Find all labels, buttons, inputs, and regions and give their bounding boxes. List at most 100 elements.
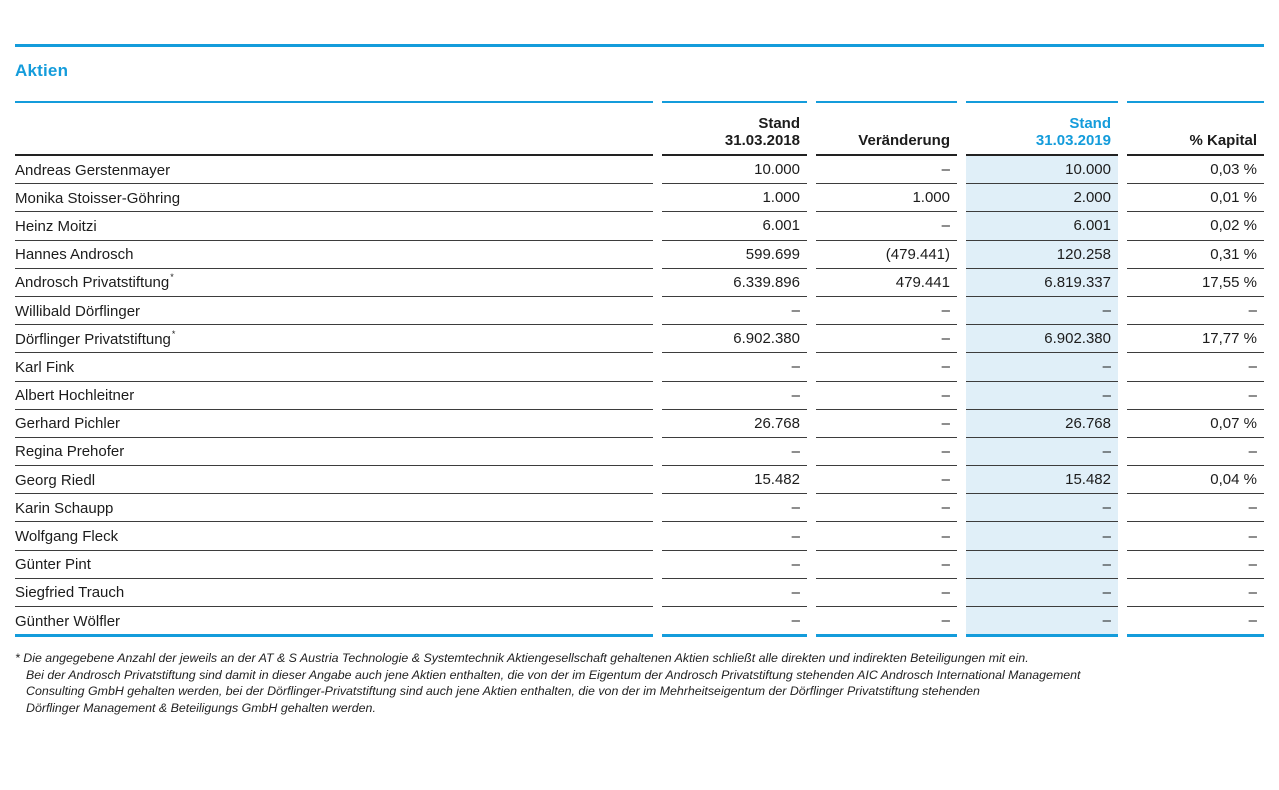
shareholder-name: Karl Fink — [15, 353, 653, 382]
stand-2018-value: 15.482 — [662, 466, 807, 495]
veraenderung-value: – — [816, 466, 957, 495]
stand-2019-value: – — [966, 578, 1118, 607]
table-row: Georg Riedl 15.482 – 15.482 0,04 % — [15, 466, 1264, 495]
kapital-value: 0,04 % — [1127, 466, 1264, 495]
veraenderung-value: – — [816, 297, 957, 326]
table-row: Hannes Androsch 599.699 (479.441) 120.25… — [15, 240, 1264, 269]
footnote: * Die angegebene Anzahl der jeweils an d… — [15, 650, 1264, 716]
shareholder-name: Wolfgang Fleck — [15, 522, 653, 551]
stand-2018-value: 6.902.380 — [662, 325, 807, 354]
table-body: Andreas Gerstenmayer 10.000 – 10.000 0,0… — [15, 156, 1264, 638]
stand-2018-value: 6.001 — [662, 212, 807, 241]
kapital-value: – — [1127, 522, 1264, 551]
veraenderung-value: (479.441) — [816, 241, 957, 269]
shareholder-name-text: Günther Wölfler — [15, 612, 121, 630]
kapital-value: – — [1127, 579, 1264, 607]
stand-2019-value: – — [966, 494, 1118, 523]
veraenderung-value: 479.441 — [816, 269, 957, 297]
veraenderung-value: – — [816, 410, 957, 438]
shareholder-name: Karin Schaupp — [15, 494, 653, 523]
stand-2018-value: – — [662, 607, 807, 638]
veraenderung-value: – — [816, 551, 957, 579]
stand-2019-value: 10.000 — [966, 156, 1118, 185]
veraenderung-value: 1.000 — [816, 184, 957, 213]
kapital-value: 17,55 % — [1127, 269, 1264, 297]
table-row: Siegfried Trauch – – – – — [15, 578, 1264, 607]
stand-2018-value: – — [662, 551, 807, 579]
shareholder-name-text: Monika Stoisser-Göhring — [15, 189, 181, 207]
kapital-value: – — [1127, 297, 1264, 326]
shareholder-name: Günter Pint — [15, 551, 653, 579]
kapital-value: – — [1127, 607, 1264, 638]
shareholder-name: Hannes Androsch — [15, 241, 653, 269]
section-divider-top — [15, 44, 1264, 47]
header-veraenderung: Veränderung — [816, 101, 957, 156]
shareholder-name: Günther Wölfler — [15, 607, 653, 638]
header-shareholder — [15, 101, 653, 156]
shareholder-name-text: Heinz Moitzi — [15, 217, 97, 235]
shareholdings-table: Stand 31.03.2018 Veränderung Stand 31.03… — [6, 101, 1273, 638]
stand-2019-value: 26.768 — [966, 409, 1118, 438]
kapital-value: – — [1127, 382, 1264, 410]
kapital-value: – — [1127, 494, 1264, 523]
stand-2018-value: – — [662, 522, 807, 551]
veraenderung-value: – — [816, 156, 957, 185]
stand-2018-value: 10.000 — [662, 156, 807, 185]
table-row: Regina Prehofer – – – – — [15, 437, 1264, 467]
table-row: Gerhard Pichler 26.768 – 26.768 0,07 % — [15, 409, 1264, 438]
header-stand-2019-line1: Stand — [1069, 115, 1111, 132]
stand-2019-value: 2.000 — [966, 184, 1118, 213]
veraenderung-value: – — [816, 607, 957, 638]
shareholder-name: Androsch Privatstiftung* — [15, 269, 653, 297]
stand-2019-value: – — [966, 607, 1118, 638]
stand-2019-value: – — [966, 353, 1118, 382]
kapital-value: 0,31 % — [1127, 241, 1264, 269]
shareholder-name-text: Georg Riedl — [15, 471, 96, 489]
stand-2019-value: – — [966, 522, 1118, 551]
table-row: Albert Hochleitner – – – – — [15, 381, 1264, 410]
kapital-value: 0,01 % — [1127, 184, 1264, 213]
footnote-line: Bei der Androsch Privatstiftung sind dam… — [26, 667, 1081, 682]
header-stand-2018-line2: 31.03.2018 — [724, 132, 800, 149]
header-stand-2019-line2: 31.03.2019 — [1035, 132, 1111, 149]
stand-2018-value: 1.000 — [662, 184, 807, 213]
shareholder-name: Gerhard Pichler — [15, 410, 653, 438]
veraenderung-value: – — [816, 353, 957, 382]
veraenderung-value: – — [816, 325, 957, 354]
shareholder-name: Monika Stoisser-Göhring — [15, 184, 653, 213]
veraenderung-value: – — [816, 522, 957, 551]
stand-2019-value: – — [966, 437, 1118, 467]
kapital-value: – — [1127, 438, 1264, 467]
stand-2018-value: – — [662, 382, 807, 410]
shareholder-name: Georg Riedl — [15, 466, 653, 495]
footnote-line: Consulting GmbH gehalten werden, bei der… — [26, 684, 980, 699]
shareholder-name-text: Albert Hochleitner — [15, 387, 135, 405]
shareholder-name-text: Günter Pint — [15, 556, 91, 574]
stand-2018-value: – — [662, 579, 807, 607]
stand-2019-value: 6.902.380 — [966, 325, 1118, 354]
shareholder-name-text: Andreas Gerstenmayer — [15, 161, 171, 179]
kapital-value: – — [1127, 551, 1264, 579]
stand-2019-value: – — [966, 381, 1118, 410]
shareholder-name: Andreas Gerstenmayer — [15, 156, 653, 185]
shareholder-name: Dörflinger Privatstiftung* — [15, 325, 653, 354]
shareholder-name-text: Karl Fink — [15, 358, 75, 376]
stand-2018-value: 599.699 — [662, 241, 807, 269]
stand-2018-value: – — [662, 494, 807, 523]
shareholder-name: Regina Prehofer — [15, 438, 653, 467]
table-row: Heinz Moitzi 6.001 – 6.001 0,02 % — [15, 212, 1264, 241]
stand-2018-value: 6.339.896 — [662, 269, 807, 297]
footnote-marker: * — [170, 272, 174, 283]
shareholder-name-text: Siegfried Trauch — [15, 584, 125, 602]
veraenderung-value: – — [816, 494, 957, 523]
table-row: Karin Schaupp – – – – — [15, 494, 1264, 523]
stand-2019-value: – — [966, 296, 1118, 326]
stand-2019-value: 15.482 — [966, 466, 1118, 495]
stand-2019-value: – — [966, 550, 1118, 579]
table-row: Günther Wölfler – – – – — [15, 607, 1264, 638]
shareholder-name: Siegfried Trauch — [15, 579, 653, 607]
shareholder-name-text: Wolfgang Fleck — [15, 528, 119, 546]
table-row: Monika Stoisser-Göhring 1.000 1.000 2.00… — [15, 184, 1264, 213]
stand-2018-value: – — [662, 438, 807, 467]
header-stand-2018: Stand 31.03.2018 — [662, 101, 807, 156]
